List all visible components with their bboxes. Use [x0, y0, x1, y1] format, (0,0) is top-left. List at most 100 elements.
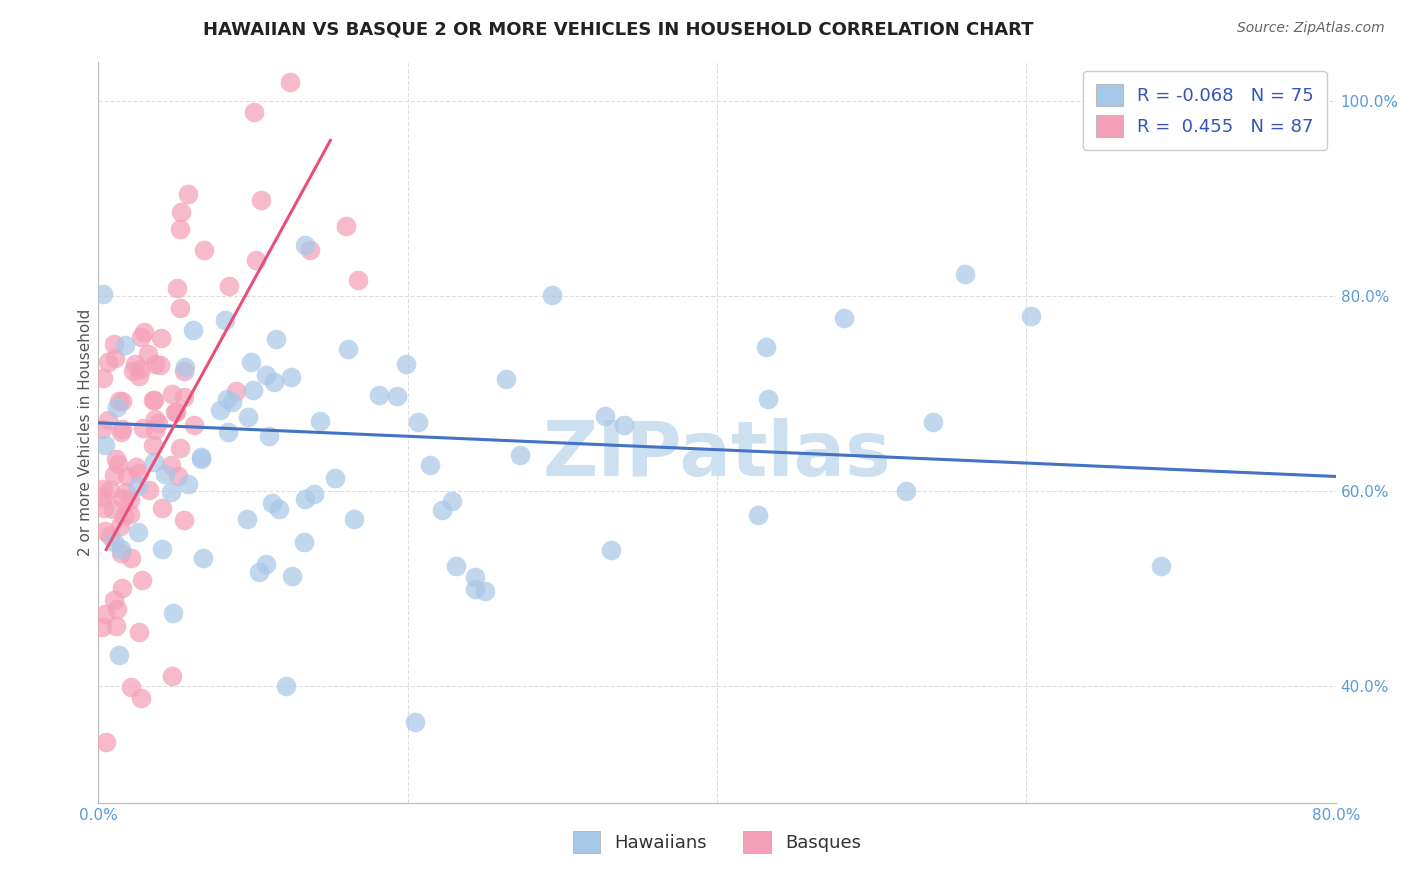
Point — [118, 507, 141, 521]
Point — [131, 573, 153, 587]
Point — [166, 281, 188, 295]
Point — [108, 648, 131, 663]
Point — [110, 425, 132, 440]
Point — [281, 569, 304, 583]
Point — [347, 272, 370, 286]
Point — [254, 368, 277, 383]
Text: HAWAIIAN VS BASQUE 2 OR MORE VEHICLES IN HOUSEHOLD CORRELATION CHART: HAWAIIAN VS BASQUE 2 OR MORE VEHICLES IN… — [204, 21, 1033, 38]
Point — [146, 416, 169, 430]
Point — [294, 492, 316, 507]
Point — [129, 362, 152, 376]
Point — [90, 619, 112, 633]
Point — [169, 204, 191, 219]
Point — [280, 369, 302, 384]
Point — [183, 417, 205, 432]
Point — [173, 364, 195, 378]
Point — [108, 394, 131, 409]
Point — [91, 482, 114, 496]
Point — [103, 351, 125, 366]
Point — [225, 384, 247, 398]
Point — [91, 490, 114, 504]
Point — [343, 512, 366, 526]
Point — [302, 487, 325, 501]
Point — [190, 451, 212, 466]
Point — [120, 681, 142, 695]
Point — [128, 466, 150, 480]
Point — [254, 558, 277, 572]
Point — [259, 429, 281, 443]
Point — [104, 618, 127, 632]
Point — [208, 402, 231, 417]
Point — [165, 405, 187, 419]
Point — [111, 491, 134, 505]
Point — [143, 357, 166, 371]
Point — [308, 414, 330, 428]
Point — [143, 423, 166, 437]
Point — [94, 735, 117, 749]
Point — [249, 194, 271, 208]
Point — [432, 503, 454, 517]
Point — [103, 593, 125, 607]
Point — [142, 392, 165, 407]
Point — [509, 448, 531, 462]
Point — [94, 607, 117, 621]
Point — [242, 383, 264, 397]
Point — [118, 492, 141, 507]
Point — [756, 392, 779, 407]
Point — [167, 469, 190, 483]
Point — [143, 392, 166, 407]
Point — [110, 542, 132, 557]
Point — [894, 484, 917, 499]
Point — [385, 389, 408, 403]
Point — [111, 422, 134, 436]
Point — [105, 451, 128, 466]
Point — [190, 450, 212, 465]
Point — [441, 493, 464, 508]
Point — [446, 559, 468, 574]
Point — [367, 388, 389, 402]
Point — [922, 415, 945, 429]
Point — [150, 541, 173, 556]
Text: Source: ZipAtlas.com: Source: ZipAtlas.com — [1237, 21, 1385, 35]
Point — [134, 326, 156, 340]
Point — [103, 535, 125, 549]
Point — [117, 469, 139, 483]
Point — [91, 287, 114, 301]
Point — [169, 221, 191, 235]
Point — [160, 387, 183, 401]
Point — [243, 105, 266, 120]
Point — [337, 342, 360, 356]
Point — [142, 455, 165, 469]
Point — [263, 376, 285, 390]
Point — [98, 483, 121, 498]
Point — [149, 331, 172, 345]
Point — [495, 372, 517, 386]
Point — [103, 337, 125, 351]
Point — [419, 458, 441, 473]
Point — [160, 458, 183, 472]
Text: ZIPatlas: ZIPatlas — [543, 417, 891, 491]
Point — [111, 582, 134, 596]
Point — [98, 529, 121, 543]
Point — [235, 511, 257, 525]
Point — [138, 483, 160, 498]
Y-axis label: 2 or more Vehicles in Household: 2 or more Vehicles in Household — [77, 309, 93, 557]
Point — [335, 219, 357, 233]
Point — [298, 243, 321, 257]
Point — [128, 368, 150, 383]
Point — [132, 421, 155, 435]
Point — [107, 401, 129, 415]
Point — [404, 714, 426, 729]
Point — [294, 238, 316, 252]
Point — [129, 690, 152, 705]
Point — [149, 358, 172, 372]
Point — [173, 513, 195, 527]
Point — [953, 268, 976, 282]
Point — [121, 551, 143, 566]
Point — [136, 347, 159, 361]
Point — [128, 624, 150, 639]
Point — [593, 409, 616, 423]
Point — [169, 301, 191, 316]
Point — [111, 394, 134, 409]
Point — [177, 477, 200, 491]
